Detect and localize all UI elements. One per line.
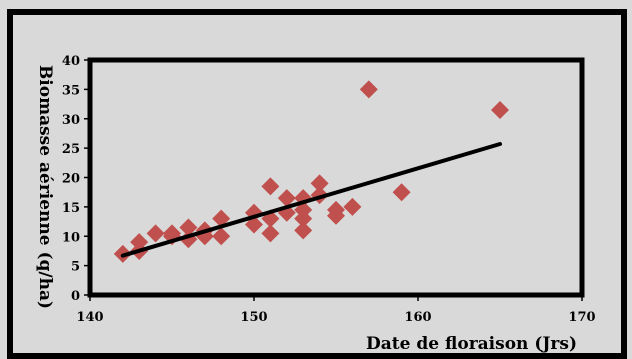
x-axis-ticks: 140 150 160 170 (76, 295, 596, 325)
data-point (179, 218, 198, 237)
data-point (212, 227, 231, 246)
y-tick-label: 10 (62, 230, 80, 245)
data-point (294, 221, 313, 240)
data-point (343, 197, 362, 216)
y-tick-label: 30 (62, 113, 80, 128)
x-tick-label: 160 (404, 310, 431, 325)
y-tick-label: 0 (71, 289, 80, 304)
data-point (491, 100, 509, 119)
y-tick-label: 25 (62, 142, 80, 157)
x-tick-label: 150 (240, 310, 267, 325)
y-axis-title: Biomasse aérienne (q/ha) (35, 65, 55, 309)
x-tick-label: 170 (568, 310, 595, 325)
plot-area (87, 57, 585, 298)
data-point (310, 174, 329, 193)
data-point (146, 224, 165, 243)
y-tick-label: 20 (62, 172, 80, 187)
data-point (277, 189, 296, 208)
data-point (130, 233, 149, 252)
y-tick-label: 40 (62, 54, 80, 69)
x-axis-title: Date de floraison (Jrs) (366, 334, 577, 354)
data-point (327, 200, 345, 219)
data-point (392, 183, 411, 202)
x-tick-label: 140 (76, 310, 103, 325)
y-tick-label: 35 (62, 83, 80, 98)
trendline (120, 142, 502, 258)
data-point (261, 224, 280, 243)
y-tick-label: 5 (71, 260, 80, 275)
data-point (359, 80, 378, 99)
y-axis-ticks: 0 5 10 15 20 25 30 35 40 (62, 54, 90, 304)
y-tick-label: 15 (62, 201, 80, 216)
data-point (261, 177, 280, 196)
